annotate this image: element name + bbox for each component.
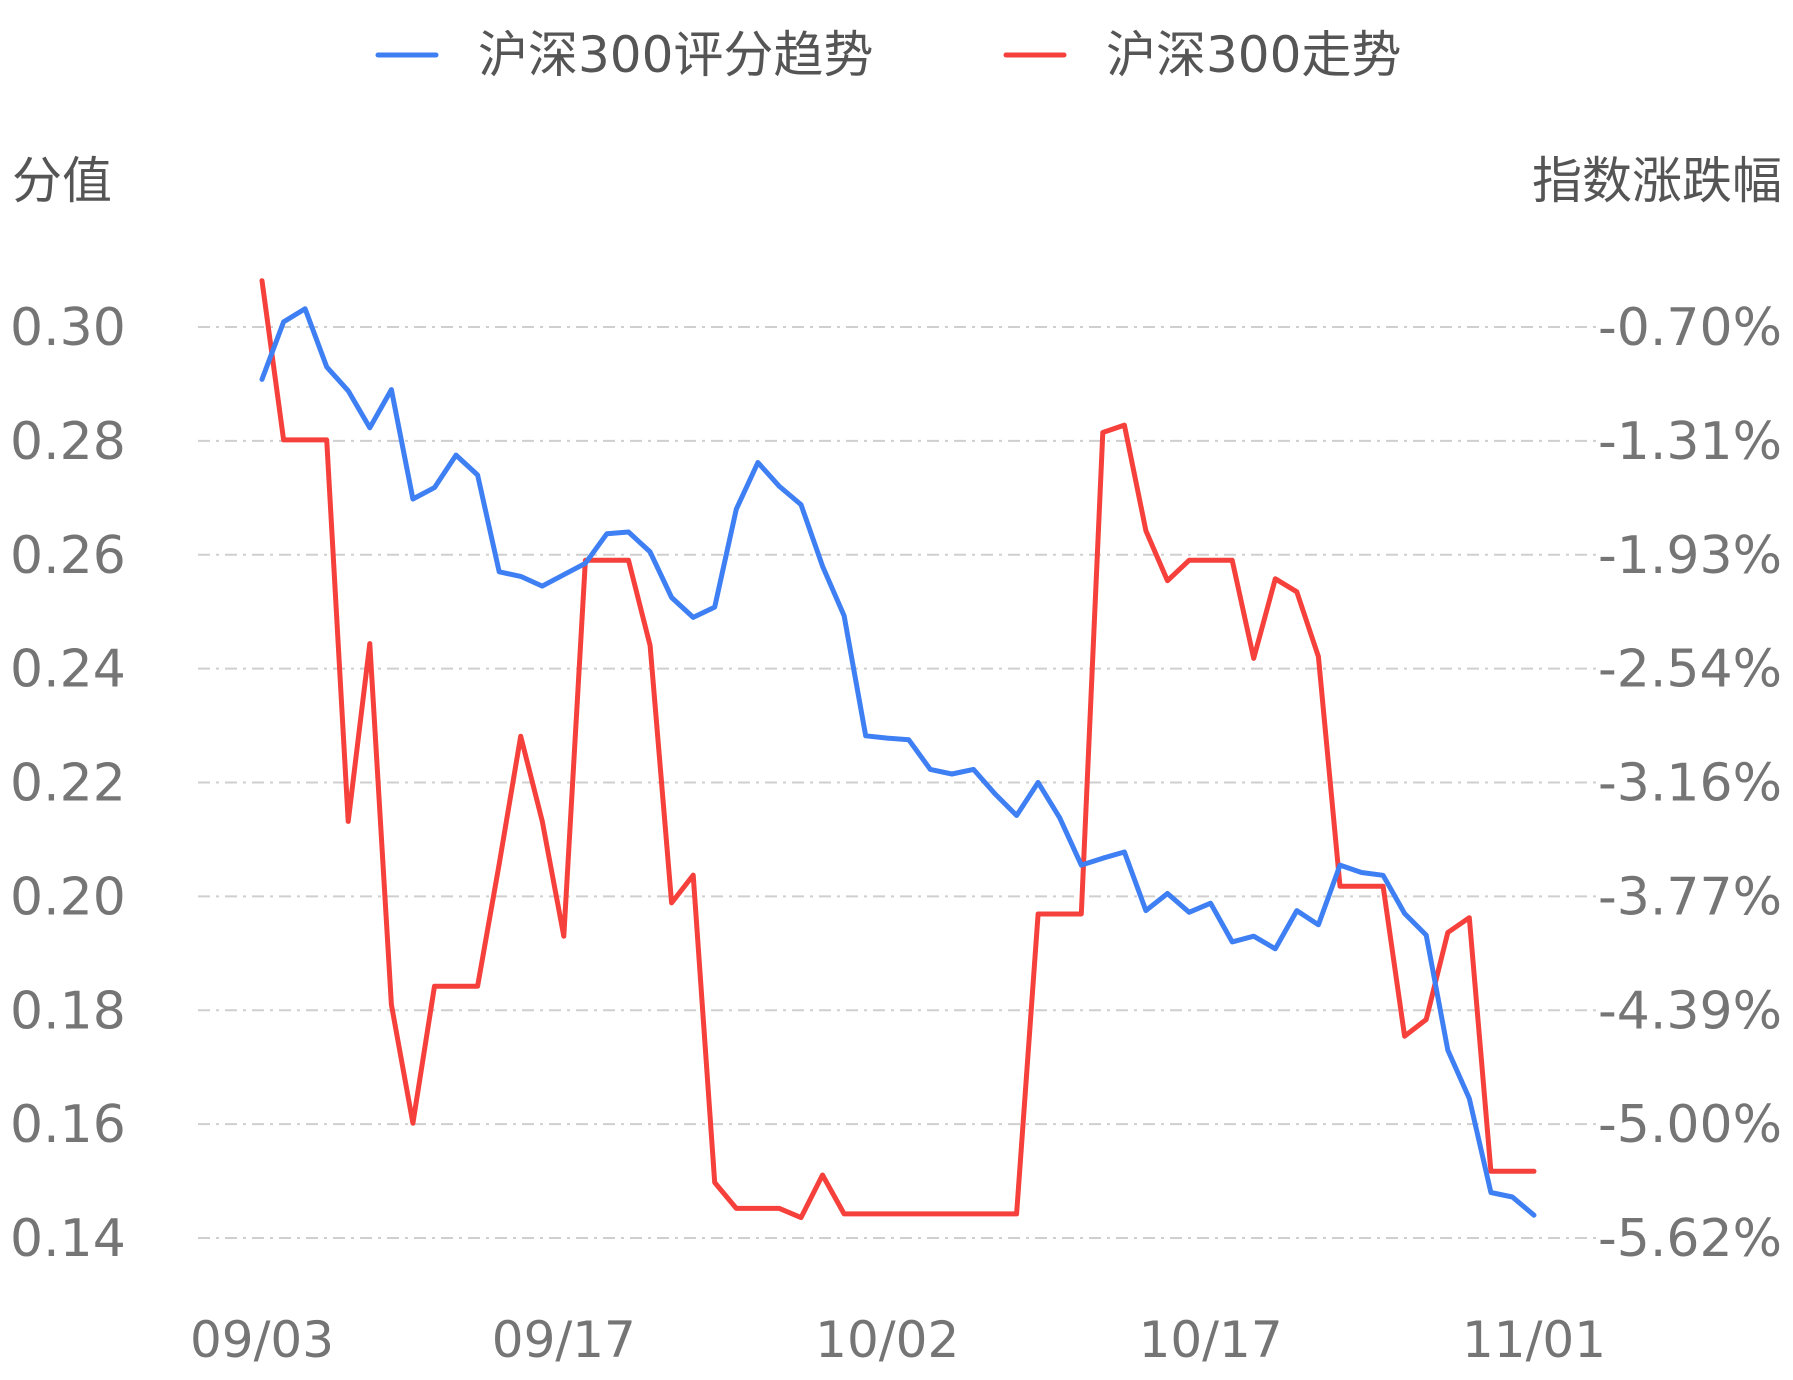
right-tick-label: -3.16% <box>1598 754 1782 814</box>
legend-item-index[interactable]: 沪深300走势 <box>1003 26 1401 84</box>
left-axis-title: 分值 <box>12 152 112 210</box>
left-tick-label: 0.22 <box>10 754 126 814</box>
left-tick-label: 0.18 <box>10 981 126 1041</box>
x-tick-label: 09/03 <box>190 1311 334 1369</box>
legend-item-score[interactable]: 沪深300评分趋势 <box>375 26 873 84</box>
series-line-index <box>259 278 1537 1221</box>
right-tick-label: -1.93% <box>1598 526 1782 586</box>
x-tick-label: 11/01 <box>1462 1311 1606 1369</box>
legend: 沪深300评分趋势 沪深300走势 <box>375 26 1401 84</box>
left-tick-label: 0.30 <box>10 298 126 358</box>
left-tick-label: 0.24 <box>10 640 126 700</box>
series-lines <box>259 278 1537 1221</box>
left-y-axis-ticks: 0.30 0.28 0.26 0.24 0.22 0.20 0.18 0.16 0.14 <box>10 298 126 1269</box>
right-axis-title: 指数涨跌幅 <box>1532 152 1782 210</box>
left-tick-label: 0.20 <box>10 867 126 927</box>
right-tick-label: -3.77% <box>1598 867 1782 927</box>
x-axis-ticks: 09/03 09/17 10/02 10/17 11/01 <box>190 1311 1606 1369</box>
left-tick-label: 0.16 <box>10 1095 126 1155</box>
series-line-score <box>259 306 1537 1218</box>
x-tick-label: 09/17 <box>492 1311 636 1369</box>
right-tick-label: -5.00% <box>1598 1095 1782 1155</box>
left-tick-label: 0.28 <box>10 412 126 472</box>
grid-lines <box>198 326 1598 1239</box>
right-y-axis-ticks: -0.70% -1.31% -1.93% -2.54% -3.16% -3.77% -4.3… <box>1598 298 1782 1269</box>
right-tick-label: -0.70% <box>1598 298 1782 358</box>
right-tick-label: -2.54% <box>1598 640 1782 700</box>
x-tick-label: 10/17 <box>1139 1311 1283 1369</box>
right-tick-label: -5.62% <box>1598 1209 1782 1269</box>
legend-label-index: 沪深300走势 <box>1106 26 1401 84</box>
left-tick-label: 0.26 <box>10 526 126 586</box>
legend-label-score: 沪深300评分趋势 <box>478 26 873 84</box>
x-tick-label: 10/02 <box>815 1311 959 1369</box>
left-tick-label: 0.14 <box>10 1209 126 1269</box>
right-tick-label: -4.39% <box>1598 981 1782 1041</box>
right-tick-label: -1.31% <box>1598 412 1782 472</box>
